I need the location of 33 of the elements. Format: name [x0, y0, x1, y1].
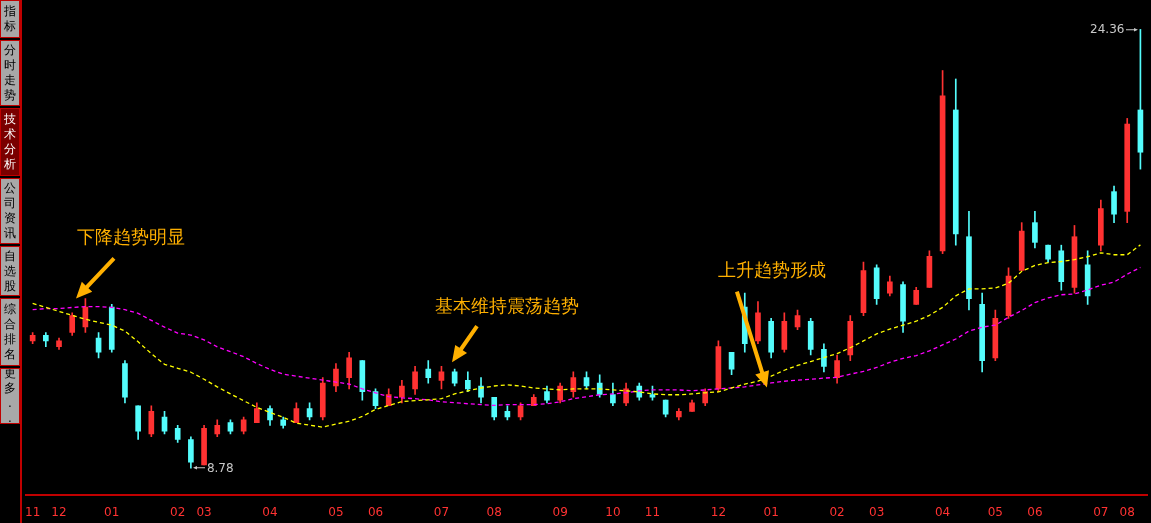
x-tick-label: 01: [763, 504, 779, 519]
tab: 自选股: [0, 246, 20, 296]
tab: 分时走势: [0, 40, 20, 106]
x-tick-label: 06: [1027, 504, 1043, 519]
x-tick-label: 03: [869, 504, 885, 519]
x-tick-label: 11: [644, 504, 661, 519]
x-tick-label: 01: [104, 504, 120, 519]
annotation: 24.36: [1090, 22, 1125, 37]
x-tick-label: 05: [987, 504, 1003, 519]
annotation: 下降趋势明显: [77, 225, 185, 249]
x-tick-label: 06: [367, 504, 384, 519]
x-tick-label: 10: [605, 504, 621, 519]
annotation: 上升趋势形成: [718, 258, 826, 282]
x-tick-label: 08: [486, 504, 502, 519]
x-tick-label: 11: [24, 504, 41, 519]
x-tick-label: 02: [829, 504, 845, 519]
annotation: 8.78: [206, 461, 234, 476]
x-tick-label: 05: [328, 504, 344, 519]
tab: 公司资讯: [0, 178, 20, 244]
x-tick-label: 09: [552, 504, 568, 519]
x-tick-label: 07: [1093, 504, 1109, 519]
x-tick-label: 12: [51, 504, 67, 519]
x-tick-label: 02: [170, 504, 186, 519]
x-tick-label: 03: [196, 504, 212, 519]
x-tick-label: 04: [262, 504, 278, 519]
tab: 技术分析: [0, 108, 20, 176]
x-tick-label: 08: [1119, 504, 1135, 519]
x-tick-label: 07: [433, 504, 450, 519]
tab: 指标: [0, 0, 20, 38]
annotation: 基本维持震荡趋势: [435, 294, 579, 318]
tab: 综合排名: [0, 298, 20, 366]
x-tick-label: 12: [710, 504, 727, 519]
x-tick-label: 04: [934, 504, 951, 519]
